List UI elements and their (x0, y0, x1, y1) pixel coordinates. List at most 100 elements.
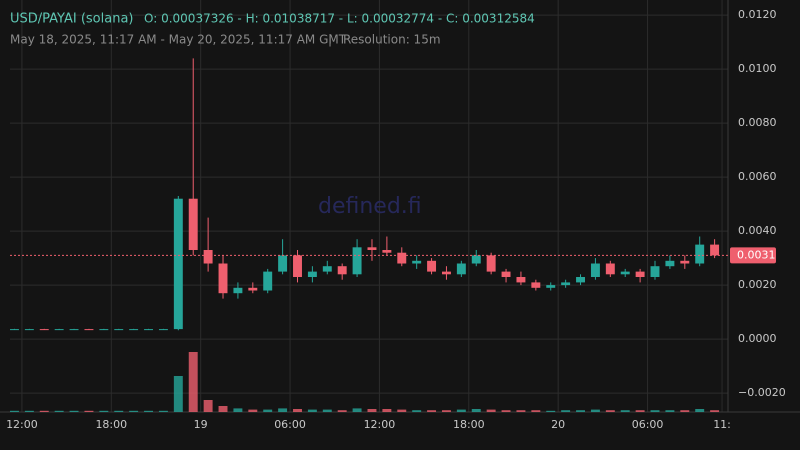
candle-body (382, 250, 392, 253)
volume-bar (441, 410, 451, 412)
candle-body (129, 329, 139, 331)
candle-body (486, 255, 496, 272)
candle-body (248, 287, 258, 291)
candle-body (531, 282, 541, 288)
candle-body (84, 329, 94, 331)
x-tick-label: 12:00 (364, 418, 396, 431)
volume-bar (173, 376, 183, 412)
candle-body (590, 263, 600, 278)
volume-bar (218, 406, 228, 412)
last-price-box (730, 247, 776, 264)
volume-bar (590, 409, 600, 412)
candle-body (307, 271, 317, 278)
volume-bar (695, 409, 705, 412)
volume-bar (10, 410, 19, 412)
candle-body (158, 329, 168, 331)
last-price-label: 0.0031 (737, 248, 776, 261)
candle-body (39, 329, 49, 331)
candle-body (337, 266, 347, 275)
candle-body (352, 247, 362, 275)
volume-bar (576, 410, 585, 412)
x-tick-label: 19 (194, 418, 208, 431)
candle-body (427, 260, 437, 272)
candle-body (144, 329, 154, 331)
candle-body (501, 271, 511, 278)
candle-body (114, 329, 124, 331)
volume-bar (84, 410, 94, 412)
candle-body (10, 329, 19, 331)
y-tick-label: 0.0020 (738, 278, 777, 291)
volume-bar (54, 410, 64, 412)
candle-body (650, 266, 660, 278)
candle-body (99, 329, 109, 331)
y-tick-label: 0.0100 (738, 62, 777, 75)
candle-body (695, 244, 705, 264)
volume-bar (665, 410, 675, 412)
subtitle: May 18, 2025, 11:17 AM - May 20, 2025, 1… (10, 33, 347, 47)
volume-bar (471, 409, 481, 412)
volume-bar (278, 408, 288, 412)
candle-body (680, 260, 690, 264)
candle-body (188, 198, 198, 251)
candle-body (203, 250, 213, 264)
resolution: Resolution: 15m (343, 33, 441, 47)
volume-bar (39, 410, 49, 412)
volume-bar (144, 410, 154, 412)
candle-body (278, 255, 288, 272)
candle-body (293, 255, 302, 278)
candle-body (218, 263, 228, 294)
candle-body (561, 282, 571, 286)
y-tick-label: 0.0120 (738, 8, 777, 21)
candle-body (69, 329, 79, 331)
volume-bar (129, 410, 139, 412)
volume-bar (322, 409, 332, 412)
y-tick-label: 0.0080 (738, 116, 777, 129)
candle-body (635, 271, 645, 278)
volume-bar (263, 409, 273, 412)
volume-bar (337, 410, 347, 412)
volume-bar (427, 410, 437, 412)
volume-bar (248, 409, 258, 412)
candle-body (456, 263, 466, 275)
volume-bar (620, 410, 630, 412)
candle-body (471, 255, 481, 264)
volume-bar (203, 400, 213, 412)
volume-bar (650, 410, 660, 412)
candle-body (605, 263, 615, 275)
candle-body (367, 247, 377, 251)
candle-body (546, 285, 556, 288)
volume-bar (382, 409, 392, 412)
volume-bar (367, 409, 377, 412)
candle-body (710, 244, 720, 256)
candle-body (620, 271, 630, 275)
volume-bar (307, 409, 317, 412)
volume-bar (456, 409, 466, 412)
candle-body (397, 252, 407, 264)
volume-bar (24, 410, 34, 412)
separator: | (328, 33, 332, 47)
volume-bar (293, 409, 302, 412)
volume-bar (99, 410, 109, 412)
volume-bar (114, 410, 124, 412)
x-tick-label: 20 (551, 418, 565, 431)
volume-bar (680, 410, 690, 412)
x-tick-label: 18:00 (95, 418, 127, 431)
candle-body (576, 277, 585, 283)
candle-body (322, 266, 332, 272)
volume-bar (188, 352, 198, 412)
volume-bar (158, 410, 168, 412)
candle-body (263, 271, 273, 291)
volume-bar (516, 410, 526, 412)
candle-body (516, 277, 526, 283)
volume-bar (605, 410, 615, 412)
watermark: defined.fi (318, 194, 422, 219)
volume-bar (635, 410, 645, 412)
x-tick-label: 06:00 (274, 418, 306, 431)
volume-bar (561, 410, 571, 412)
volume-bar (412, 410, 422, 412)
y-tick-label: 0.0060 (738, 170, 777, 183)
volume-bar (501, 410, 511, 412)
